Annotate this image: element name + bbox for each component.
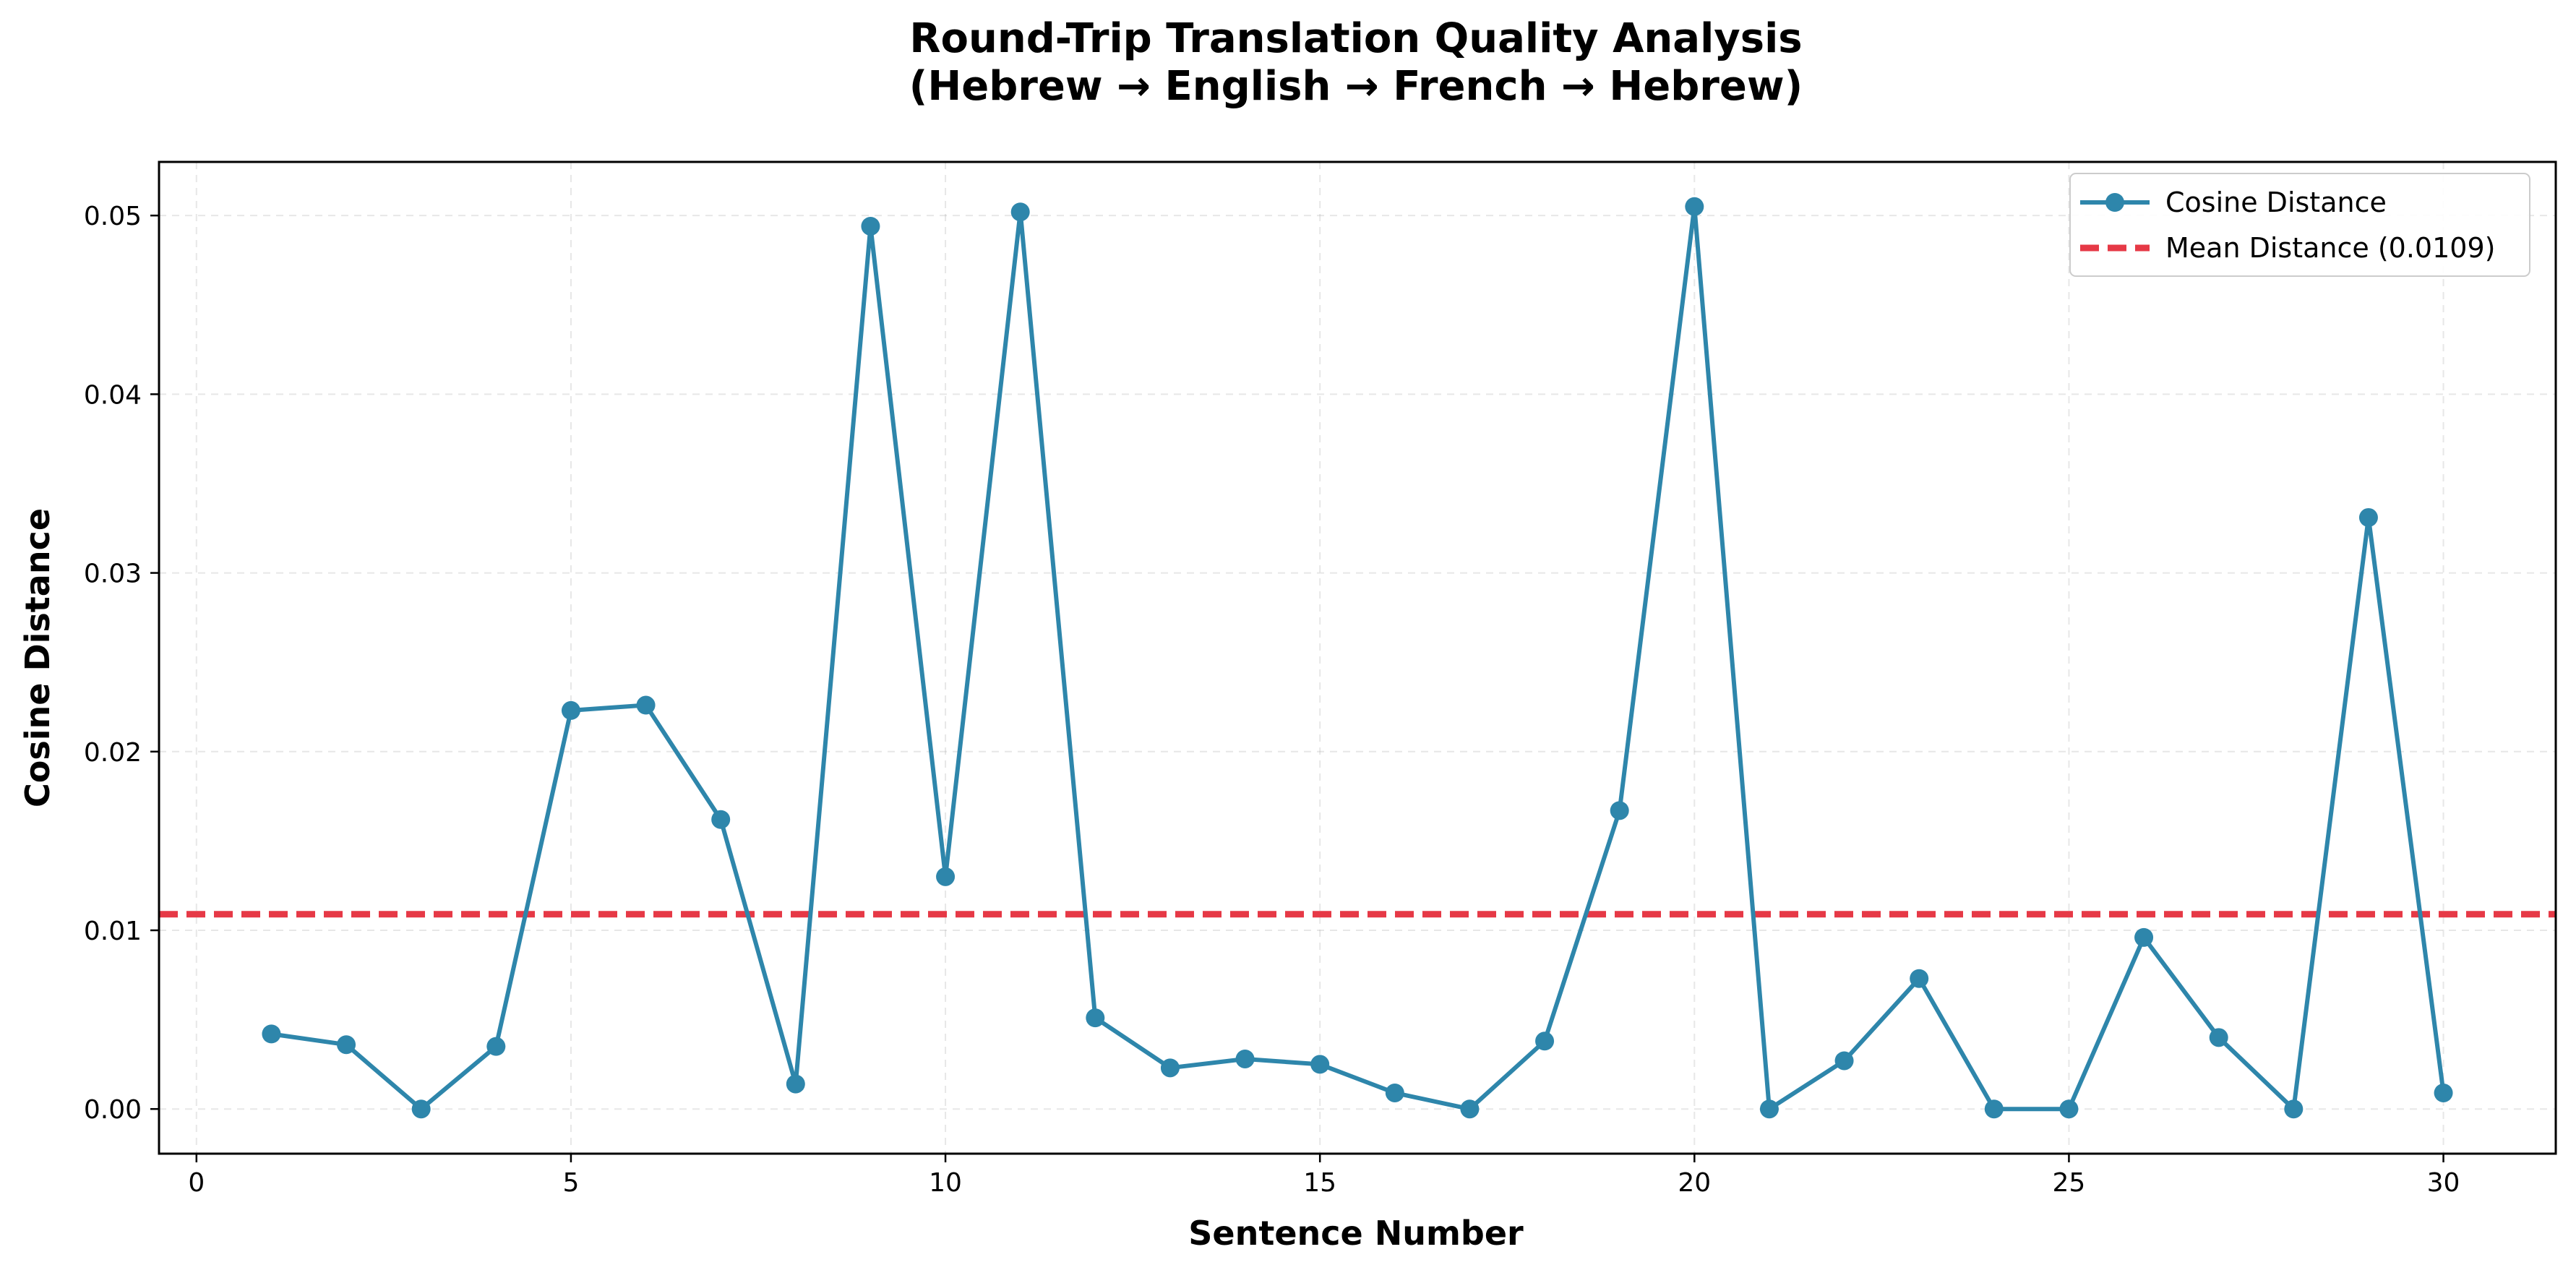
y-axis-label: Cosine Distance <box>18 508 57 807</box>
plot-area-frame <box>158 160 2557 1155</box>
data-point <box>861 216 880 236</box>
x-tick-label: 20 <box>1678 1168 1711 1198</box>
data-point <box>1834 1051 1854 1071</box>
legend-label-mean-distance: Mean Distance (0.0109) <box>2165 232 2495 264</box>
x-tick-label: 0 <box>188 1168 205 1198</box>
data-point <box>1535 1032 1555 1051</box>
y-tick-label: 0.05 <box>84 202 142 231</box>
data-point <box>1984 1099 2004 1119</box>
data-point <box>2059 1099 2079 1119</box>
x-tick-label: 15 <box>1303 1168 1336 1198</box>
data-point <box>486 1037 506 1056</box>
data-point <box>786 1074 805 1094</box>
x-tick-label: 25 <box>2053 1168 2086 1198</box>
data-point <box>561 700 580 720</box>
series-layer <box>262 197 2453 1119</box>
legend-label-cosine-distance: Cosine Distance <box>2165 186 2387 218</box>
data-point <box>711 810 731 829</box>
data-point <box>2434 1083 2453 1102</box>
data-point <box>636 695 656 715</box>
series-line-cosine-distance <box>270 204 2446 1112</box>
chart-title-line1: Round-Trip Translation Quality Analysis <box>909 15 1802 62</box>
data-point <box>1086 1008 1105 1028</box>
y-tick-label: 0.02 <box>84 738 142 768</box>
data-point <box>1385 1083 1404 1102</box>
y-tick-label: 0.04 <box>84 380 142 410</box>
data-point <box>1685 197 1704 216</box>
data-point <box>1610 801 1629 820</box>
data-point <box>1235 1049 1255 1068</box>
data-point <box>337 1035 356 1055</box>
y-tick-label: 0.01 <box>84 917 142 946</box>
y-tick-label: 0.03 <box>84 559 142 589</box>
legend-marker-cosine-distance <box>2105 193 2124 212</box>
x-axis-label: Sentence Number <box>1188 1214 1524 1253</box>
axis-ticks: 0 5 10 15 20 25 30 0.00 0.01 0.02 0.03 0.04 0.05 <box>84 202 2460 1198</box>
data-point <box>1910 969 1929 988</box>
data-point <box>1010 202 1030 222</box>
data-point <box>1160 1058 1180 1078</box>
legend: Cosine Distance Mean Distance (0.0109) <box>2069 173 2530 277</box>
chart-title-line2: (Hebrew → English → French → Hebrew) <box>909 63 1803 110</box>
x-tick-label: 30 <box>2427 1168 2460 1198</box>
data-point <box>1310 1055 1330 1074</box>
data-point <box>2209 1028 2228 1047</box>
data-point <box>411 1099 431 1119</box>
data-point <box>1759 1099 1779 1119</box>
x-tick-label: 10 <box>929 1168 962 1198</box>
data-point <box>262 1024 281 1044</box>
data-point <box>2284 1099 2304 1119</box>
data-point <box>2358 507 2378 527</box>
data-point <box>1460 1099 1480 1119</box>
data-point <box>2134 927 2154 947</box>
data-point <box>936 867 956 886</box>
x-tick-label: 5 <box>562 1168 579 1198</box>
y-tick-label: 0.00 <box>84 1095 142 1125</box>
legend-box <box>2069 173 2530 277</box>
grid <box>159 162 2556 1154</box>
